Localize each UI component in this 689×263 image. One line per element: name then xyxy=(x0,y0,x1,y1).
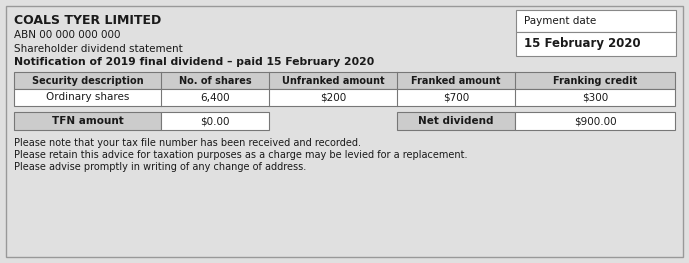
Text: Shareholder dividend statement: Shareholder dividend statement xyxy=(14,44,183,54)
Text: Net dividend: Net dividend xyxy=(418,116,494,126)
Bar xyxy=(516,10,676,32)
Text: Please retain this advice for taxation purposes as a charge may be levied for a : Please retain this advice for taxation p… xyxy=(14,150,468,160)
Text: Please advise promptly in writing of any change of address.: Please advise promptly in writing of any… xyxy=(14,162,306,172)
Text: Notification of 2019 final dividend – paid 15 February 2020: Notification of 2019 final dividend – pa… xyxy=(14,57,374,67)
Text: Franking credit: Franking credit xyxy=(553,75,637,85)
Text: $900.00: $900.00 xyxy=(574,116,617,126)
Text: Ordinary shares: Ordinary shares xyxy=(45,93,130,103)
Text: 6,400: 6,400 xyxy=(200,93,230,103)
Text: ABN 00 000 000 000: ABN 00 000 000 000 xyxy=(14,30,121,40)
Text: Unfranked amount: Unfranked amount xyxy=(282,75,384,85)
Text: $200: $200 xyxy=(320,93,346,103)
Text: TFN amount: TFN amount xyxy=(52,116,123,126)
Text: 15 February 2020: 15 February 2020 xyxy=(524,38,641,50)
Text: COALS TYER LIMITED: COALS TYER LIMITED xyxy=(14,14,161,27)
Text: Please note that your tax file number has been received and recorded.: Please note that your tax file number ha… xyxy=(14,138,361,148)
Bar xyxy=(14,72,675,89)
Text: Payment date: Payment date xyxy=(524,16,596,26)
Bar xyxy=(14,112,161,130)
Text: Franked amount: Franked amount xyxy=(411,75,501,85)
Text: $0.00: $0.00 xyxy=(200,116,229,126)
Text: Security description: Security description xyxy=(32,75,143,85)
Text: $300: $300 xyxy=(582,93,608,103)
Bar xyxy=(14,89,675,106)
Text: $700: $700 xyxy=(443,93,469,103)
Text: No. of shares: No. of shares xyxy=(178,75,251,85)
Bar xyxy=(516,32,676,56)
Bar xyxy=(161,112,269,130)
Bar xyxy=(397,112,515,130)
Bar xyxy=(515,112,675,130)
